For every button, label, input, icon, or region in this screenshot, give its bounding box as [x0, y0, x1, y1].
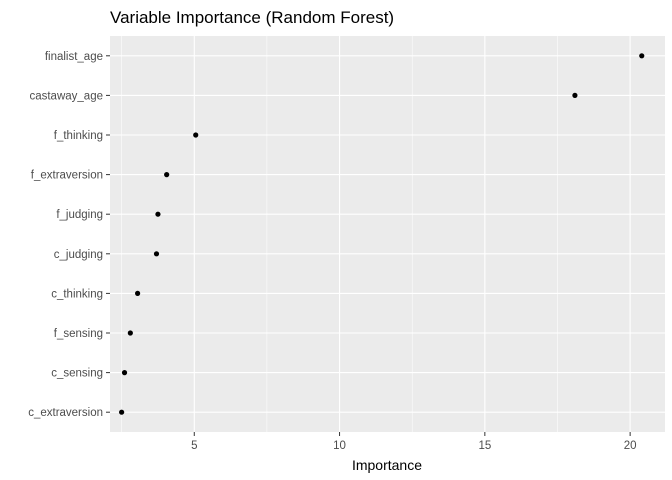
data-point-c_thinking [135, 290, 141, 296]
data-point-f_thinking [193, 132, 199, 138]
y-tick-label: c_thinking [51, 288, 103, 300]
plot-panel [110, 36, 665, 432]
chart-title: Variable Importance (Random Forest) [110, 8, 394, 27]
x-axis: 5 10 15 20 [191, 432, 637, 452]
x-axis-title: Importance [352, 457, 422, 473]
data-point-c_judging [153, 251, 160, 257]
data-points [119, 53, 645, 415]
x-tick-label: 20 [624, 440, 637, 452]
y-axis: finalist_age castaway_age f_thinking f_extr… [28, 51, 110, 419]
x-tick-label: 15 [478, 440, 491, 452]
y-tick-label: f_thinking [54, 130, 103, 142]
data-point-f_judging [155, 211, 161, 217]
y-tick-label: f_extraversion [31, 170, 103, 182]
data-point-c_sensing [121, 370, 128, 376]
data-point-f_sensing [127, 330, 133, 336]
data-point-f_extraversion [164, 172, 170, 178]
y-tick-label: c_sensing [51, 368, 103, 380]
y-tick-label: c_judging [54, 249, 103, 261]
data-point-castaway_age [572, 92, 578, 98]
y-tick-label: f_sensing [54, 328, 103, 340]
y-tick-label: finalist_age [45, 51, 103, 63]
data-point-c_extraversion [119, 409, 125, 415]
data-point-finalist_age [639, 53, 645, 59]
x-tick-label: 5 [191, 440, 197, 452]
y-tick-label: f_judging [56, 209, 103, 221]
y-tick-label: castaway_age [29, 90, 103, 102]
x-tick-label: 10 [333, 440, 346, 452]
y-tick-label: c_extraversion [28, 407, 103, 419]
